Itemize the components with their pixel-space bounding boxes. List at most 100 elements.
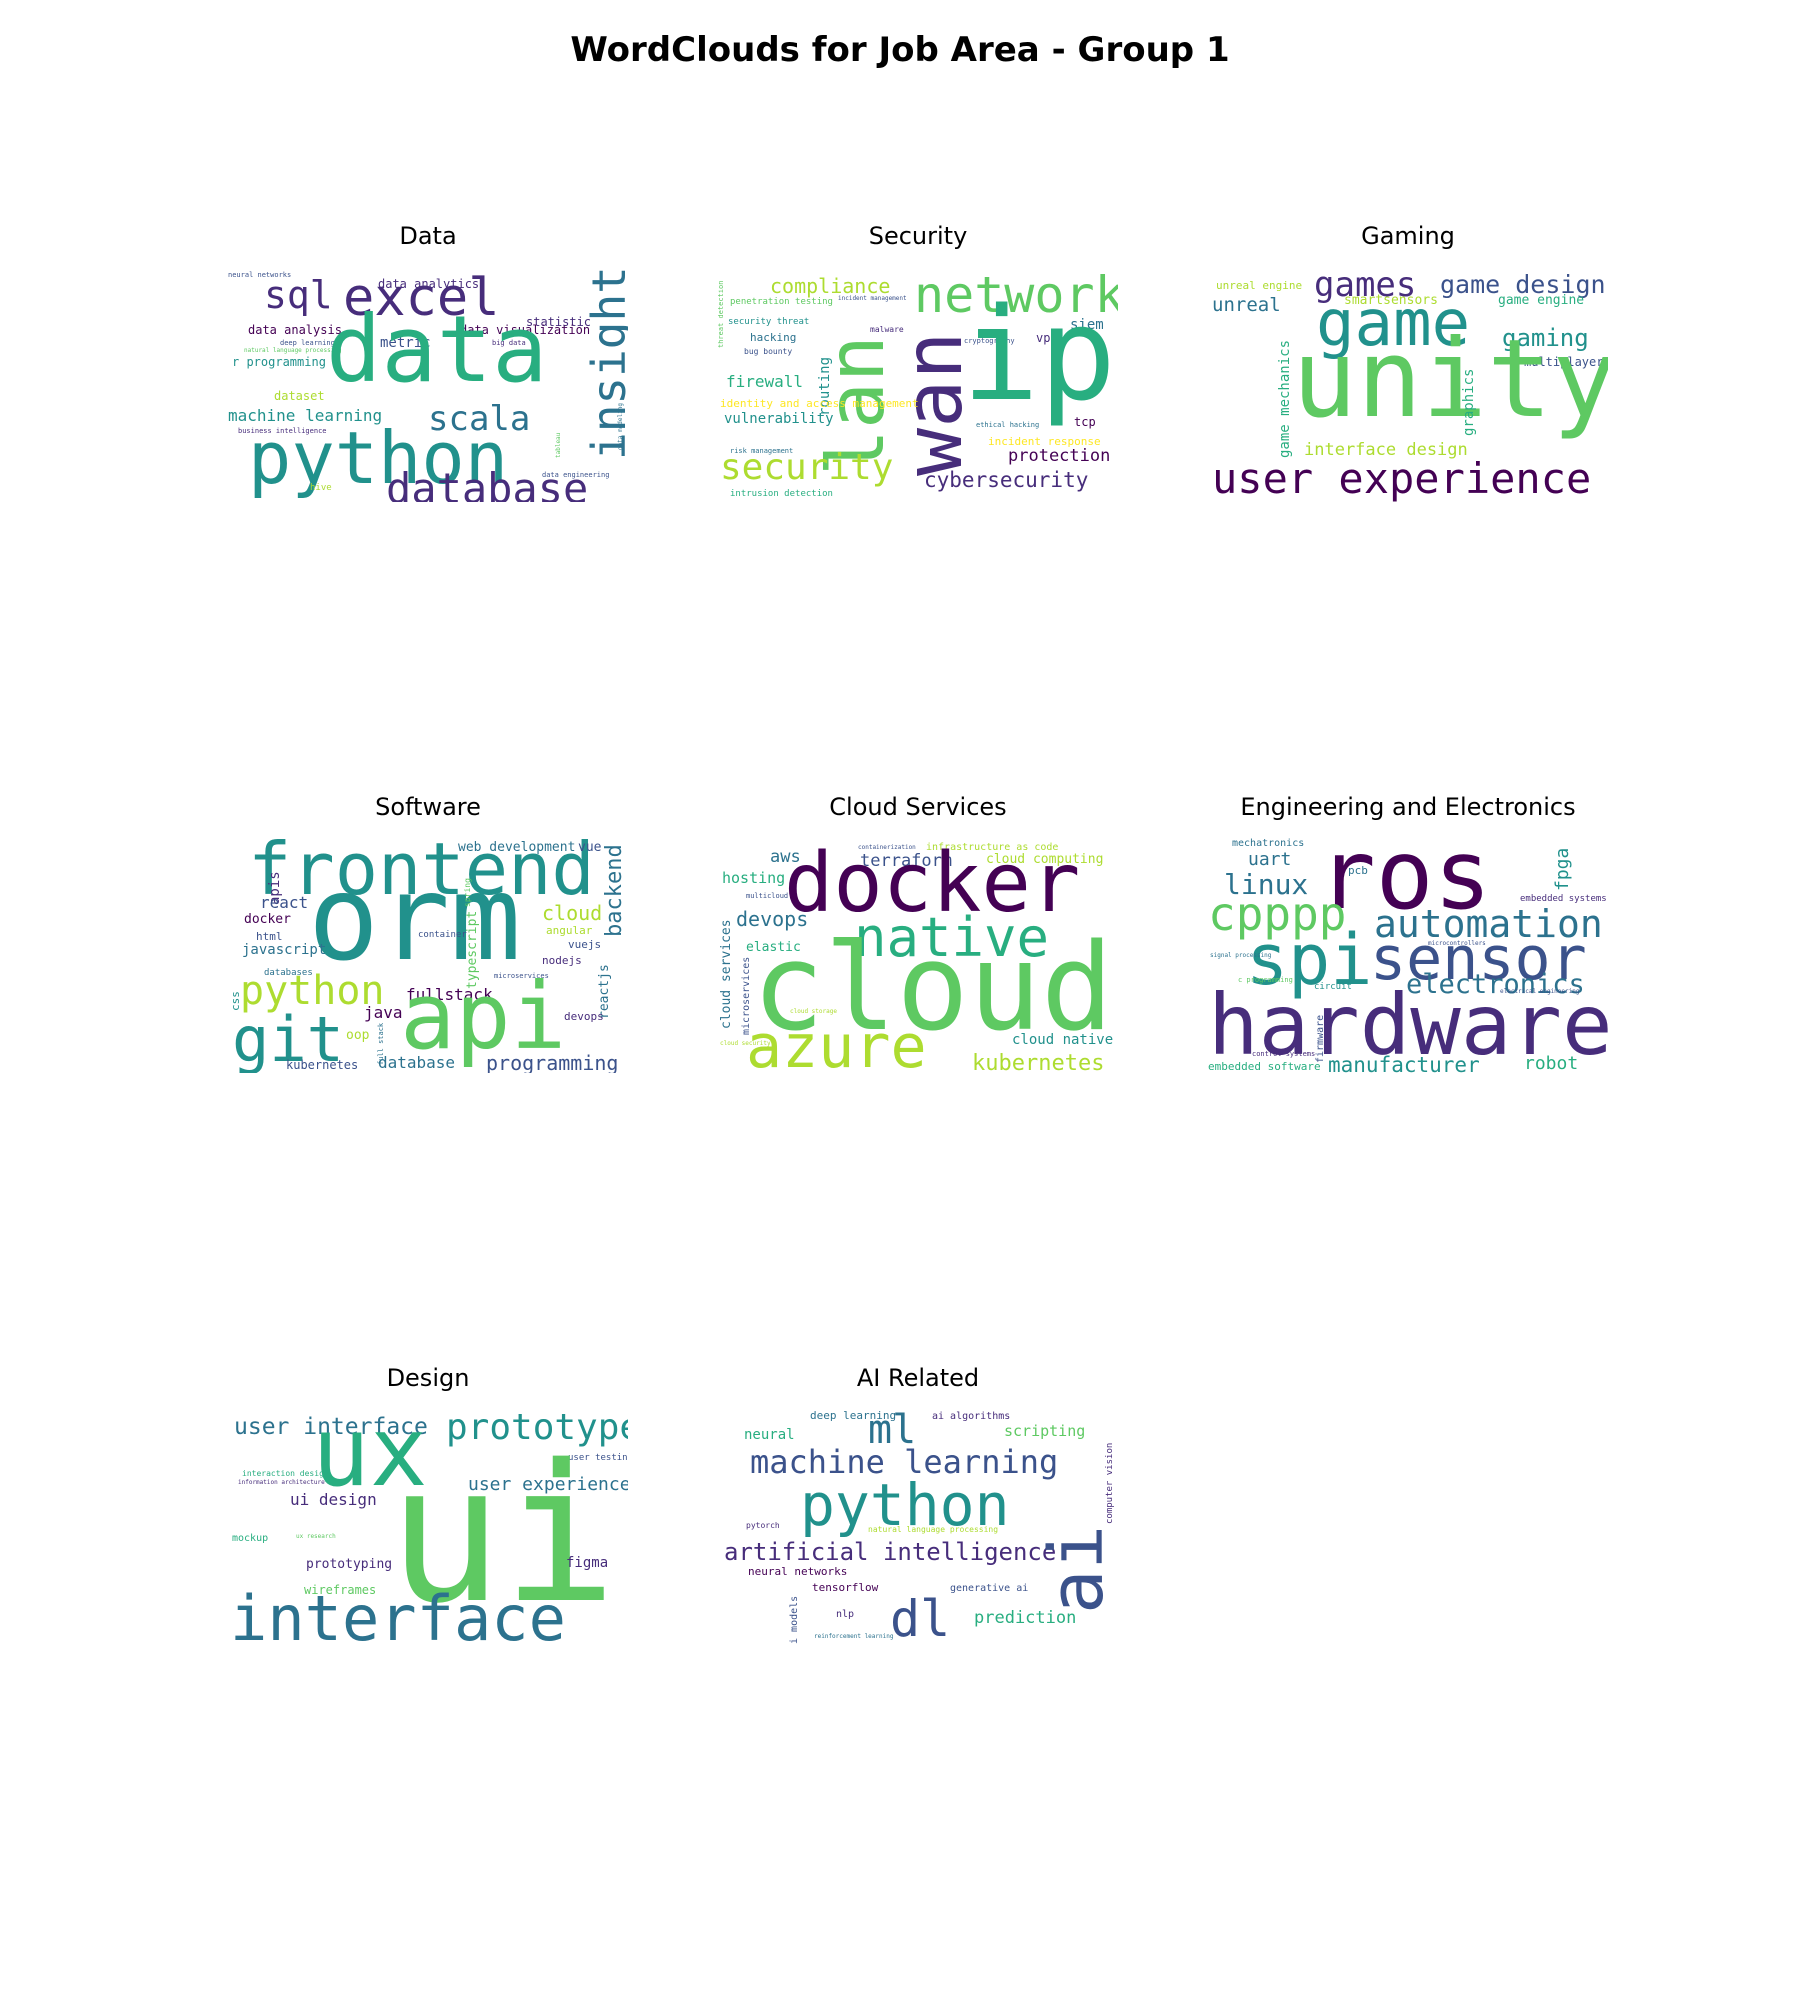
word: information architecture: [238, 1479, 325, 1486]
wordcloud-panel-security: Security compliance network penetration …: [708, 222, 1128, 502]
word: ml: [868, 1407, 917, 1453]
word: business intelligence: [238, 427, 327, 435]
word: terraform: [860, 851, 953, 871]
figure-title: WordClouds for Job Area - Group 1: [570, 30, 1230, 70]
panel-title: Cloud Services: [829, 793, 1007, 821]
word: penetration testing: [730, 297, 833, 307]
word: excel: [343, 268, 500, 328]
word: neural networks: [748, 1565, 848, 1578]
word: dl: [890, 1590, 951, 1644]
word: dataset: [274, 389, 325, 403]
word: unreal engine: [1216, 279, 1303, 292]
wordcloud: mechatronics uart ros pcb fpga linux emb…: [1208, 833, 1608, 1073]
word: data analytics: [378, 277, 480, 291]
word: sensor: [1370, 924, 1587, 994]
word: aws: [770, 847, 801, 867]
word: python: [248, 416, 509, 500]
word: unreal: [1212, 294, 1281, 316]
word: kubernetes: [972, 1051, 1105, 1074]
word: angular: [546, 924, 593, 937]
word: risk management: [730, 447, 794, 455]
word: malware: [870, 325, 904, 334]
word: games: [1314, 265, 1417, 305]
word: r programming: [232, 355, 326, 369]
word: sql: [264, 273, 333, 317]
panel-title: Gaming: [1361, 222, 1455, 250]
word: nodejs: [542, 954, 582, 967]
word: game design: [1440, 270, 1606, 299]
word: react: [260, 893, 309, 912]
word: signal processing: [1210, 952, 1272, 959]
word: ux: [312, 1404, 428, 1508]
word: cloud computing: [986, 852, 1104, 867]
word: fullstack: [406, 985, 493, 1004]
word: cloud storage: [790, 1008, 837, 1015]
word: protection: [1008, 446, 1111, 466]
word: threat detection: [718, 280, 725, 348]
word: machine learning: [228, 406, 383, 425]
word: ip: [962, 281, 1117, 430]
word: electrical engineering: [1500, 988, 1580, 995]
word: pcb: [1348, 864, 1368, 877]
word: html: [256, 930, 283, 943]
word: api: [400, 963, 567, 1070]
word: hacking: [750, 331, 797, 344]
word: uart: [1248, 849, 1292, 870]
word: devops: [736, 907, 809, 931]
word: azure: [746, 1012, 927, 1073]
word: deep learning: [280, 339, 335, 347]
word: artificial intelligence: [724, 1538, 1057, 1566]
word: vulnerability: [724, 411, 834, 427]
word: prototyping: [306, 1557, 393, 1572]
word: big data: [492, 339, 526, 347]
word: smartsensors: [1344, 293, 1438, 308]
word: multiplayer: [1524, 355, 1604, 369]
word: natural language processing: [868, 1525, 999, 1534]
word: cloud security: [720, 1040, 771, 1047]
word: database: [378, 1053, 456, 1072]
word: prediction: [974, 1608, 1077, 1628]
word: pytorch: [746, 1521, 780, 1530]
wordcloud: neural networks data analytics sql excel…: [228, 262, 628, 502]
word: java: [364, 1003, 403, 1022]
word: python: [800, 1471, 1010, 1539]
word: neural networks: [228, 271, 292, 279]
word: interface design: [1304, 440, 1468, 460]
word: scripting: [1004, 1422, 1086, 1440]
word: intrusion detection: [730, 489, 833, 499]
word: microcontrollers: [1428, 940, 1486, 947]
word: ai algorithms: [932, 1411, 1011, 1422]
word: javascript: [242, 942, 327, 958]
word: vuejs: [568, 938, 602, 951]
word: docker: [784, 836, 1081, 931]
word: interface: [230, 1582, 566, 1645]
word: electronics: [1406, 969, 1585, 1000]
word: data engineering: [542, 471, 610, 479]
word: ui design: [290, 1490, 377, 1509]
word: hive: [310, 483, 332, 493]
word: containerization: [858, 844, 916, 851]
word: reinforcement learning: [814, 1633, 894, 1640]
word: hardware: [1208, 976, 1608, 1073]
panel-title: Design: [386, 1364, 470, 1392]
wordcloud: compliance network penetration testing i…: [718, 262, 1118, 502]
wordcloud-panel-software: Software frontend web development vue ba…: [218, 793, 638, 1073]
word: interaction design: [242, 1469, 329, 1478]
word: embedded systems: [1520, 894, 1607, 904]
word: tcp: [1074, 415, 1096, 429]
word: elastic: [746, 940, 801, 955]
word: ai models: [789, 1595, 800, 1644]
word: database: [386, 464, 589, 503]
word: kubernetes: [286, 1058, 359, 1072]
word: circuit: [1314, 982, 1352, 992]
word: backend: [602, 844, 627, 937]
word: data visualization: [460, 323, 591, 337]
word: robot: [1524, 1053, 1579, 1073]
word: automation: [1374, 902, 1603, 946]
word: infrastructure as code: [926, 842, 1059, 853]
word: cybersecurity: [924, 468, 1089, 492]
word: game engine: [1498, 293, 1585, 308]
word: data analysis: [248, 323, 342, 337]
word: game: [1316, 287, 1471, 361]
wordcloud-panel-engineering-and-electronics: Engineering and Electronics mechatronics…: [1198, 793, 1618, 1073]
